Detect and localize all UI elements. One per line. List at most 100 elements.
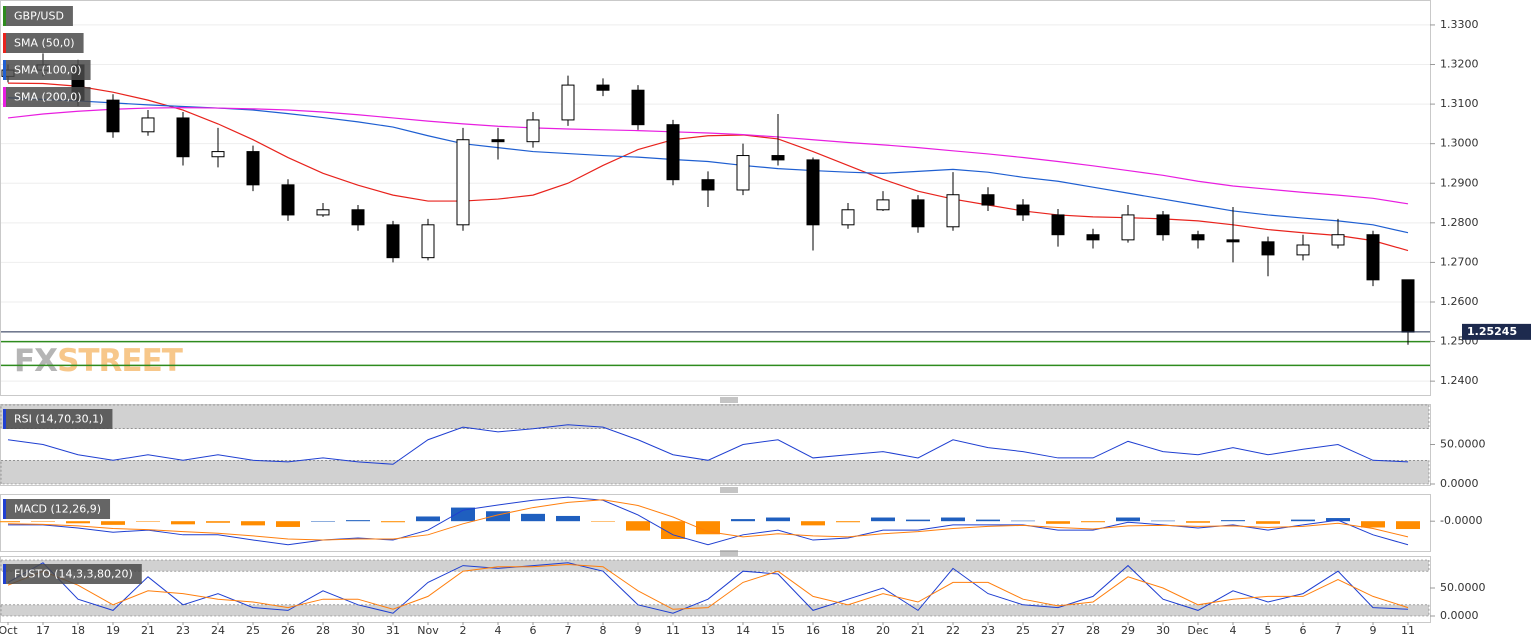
histogram-bar xyxy=(731,519,755,522)
x-tick-label: 17 xyxy=(36,624,50,637)
x-tick-label: Dec xyxy=(1187,624,1208,637)
x-tick-label: 9 xyxy=(635,624,642,637)
indicator-title: MACD (12,26,9) xyxy=(3,499,111,519)
histogram-bar xyxy=(696,521,720,535)
y-tick-label: 0.0000 xyxy=(1440,477,1479,490)
histogram-bar xyxy=(906,519,930,522)
candle-body xyxy=(421,224,435,259)
x-tick-label: 13 xyxy=(701,624,715,637)
candle-body xyxy=(1191,234,1205,241)
candle-body xyxy=(281,184,295,216)
candle-body xyxy=(911,199,925,228)
candle-body xyxy=(1051,214,1065,236)
histogram-bar xyxy=(976,519,1000,522)
histogram-bar xyxy=(1396,521,1420,530)
candle-body xyxy=(1296,244,1310,256)
x-tick-label: 16 xyxy=(806,624,820,637)
histogram-bar xyxy=(66,521,90,524)
histogram-bar xyxy=(1256,521,1280,524)
histogram-bar xyxy=(101,521,125,525)
last-price-tag xyxy=(1462,323,1531,340)
indicator-line xyxy=(7,562,1409,614)
x-tick-label: 22 xyxy=(946,624,960,637)
histogram-bar xyxy=(206,521,230,523)
y-tick-label: 1.2700 xyxy=(1440,255,1479,268)
y-tick-label: 1.2600 xyxy=(1440,295,1479,308)
price-panel xyxy=(0,0,1431,396)
candle-body xyxy=(1366,234,1380,281)
histogram-bar xyxy=(1151,520,1175,522)
y-tick-label: 1.3300 xyxy=(1440,18,1479,31)
chart-title-bg xyxy=(3,6,73,26)
y-tick-label: 1.3000 xyxy=(1440,137,1479,150)
y-tick-label: 50.0000 xyxy=(1440,438,1486,451)
histogram-bar xyxy=(1116,517,1140,522)
y-tick-label: 1.2800 xyxy=(1440,216,1479,229)
candle-body xyxy=(1401,279,1415,333)
candle-body xyxy=(456,139,470,226)
indicator-title-text: FUSTO (14,3,3,80,20) xyxy=(14,568,133,581)
x-tick-label: 25 xyxy=(1016,624,1030,637)
sma-line xyxy=(7,82,1409,252)
x-tick-label: 31 xyxy=(386,624,400,637)
x-tick-label: 30 xyxy=(1156,624,1170,637)
candle-body xyxy=(631,89,645,126)
candle-body xyxy=(351,209,365,226)
band xyxy=(0,559,1430,572)
candle-body xyxy=(806,159,820,226)
x-tick-label: Nov xyxy=(417,624,439,637)
x-tick-label: 23 xyxy=(981,624,995,637)
indicator-line xyxy=(7,424,1409,465)
x-tick-label: 21 xyxy=(911,624,925,637)
x-tick-label: 11 xyxy=(1401,624,1415,637)
indicator-title-text: MACD (12,26,9) xyxy=(14,503,101,516)
histogram-bar xyxy=(1081,521,1105,523)
x-tick-label: 4 xyxy=(1230,624,1237,637)
candle-body xyxy=(316,209,330,216)
candle-body xyxy=(211,151,225,158)
candle-body xyxy=(1016,204,1030,216)
legend-entry-bg xyxy=(3,60,91,80)
indicator-line xyxy=(7,563,1409,610)
sma-line xyxy=(7,107,1409,205)
panel-handles xyxy=(720,397,738,556)
indicator-title-text: RSI (14,70,30,1) xyxy=(14,413,103,426)
indicator-title-stripe xyxy=(3,409,6,429)
candle-body xyxy=(561,84,575,121)
legend-entry-stripe xyxy=(3,60,6,80)
histogram-bar xyxy=(311,521,335,522)
legend-entry: SMA (100,0) xyxy=(3,60,91,80)
x-tick-label: 20 xyxy=(876,624,890,637)
histogram-bar xyxy=(661,521,685,539)
histogram-bar xyxy=(801,521,825,526)
y-tick-label: 0.0000 xyxy=(1440,609,1479,622)
histogram-bar xyxy=(276,521,300,527)
logo: FXSTREET xyxy=(14,343,183,379)
histogram-bar xyxy=(0,521,20,523)
histogram-bar xyxy=(171,521,195,525)
histogram-bar xyxy=(556,515,580,522)
histogram-bar xyxy=(626,521,650,531)
histogram-bar xyxy=(416,516,440,522)
chart-title-text: GBP/USD xyxy=(14,10,64,23)
histogram-bar xyxy=(241,521,265,526)
x-tick-label: 23 xyxy=(176,624,190,637)
legend-entry-stripe xyxy=(3,33,6,53)
y-tick-label: 1.2400 xyxy=(1440,374,1479,387)
legend-entry: SMA (50,0) xyxy=(3,33,84,53)
candle-body xyxy=(176,117,190,158)
histogram-bar xyxy=(1291,519,1315,522)
candle-body xyxy=(1261,241,1275,256)
y-tick-label: 1.3100 xyxy=(1440,97,1479,110)
x-tick-label: 29 xyxy=(1121,624,1135,637)
indicator-title-stripe xyxy=(3,564,6,584)
x-tick-label: 30 xyxy=(351,624,365,637)
indicator-title-bg xyxy=(3,499,111,519)
signal-line xyxy=(7,499,1409,541)
indicator-title: FUSTO (14,3,3,80,20) xyxy=(3,564,142,584)
candle-body xyxy=(701,179,715,191)
candle-body xyxy=(386,224,400,259)
x-tick-label: 24 xyxy=(211,624,225,637)
